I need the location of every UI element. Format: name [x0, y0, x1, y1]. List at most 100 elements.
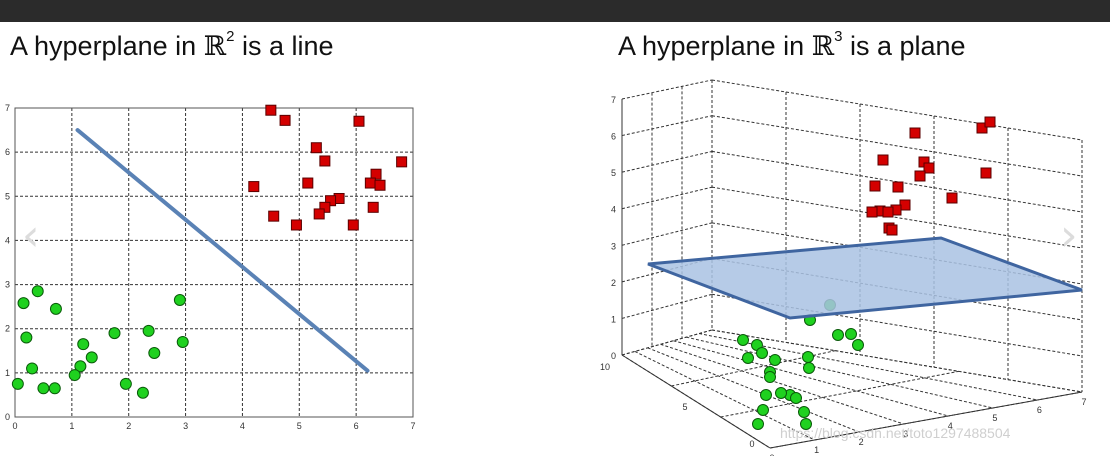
grid-line: [671, 350, 836, 387]
red-square-point: [248, 181, 260, 193]
x-tick-label: 3: [903, 429, 908, 439]
y-tick-label: 0: [5, 412, 10, 422]
grid-line: [711, 329, 1083, 393]
green-circle-point: [803, 362, 815, 374]
red-square-point: [869, 180, 881, 192]
x-tick-label: 1: [69, 421, 74, 431]
red-square-point: [984, 116, 996, 128]
grid-line: [621, 222, 713, 246]
green-circle-point: [26, 362, 39, 375]
next-slide-icon[interactable]: ›: [1060, 210, 1078, 261]
z-tick-label: 3: [611, 241, 616, 251]
green-circle-point: [756, 347, 768, 359]
y-tick-label: 7: [5, 103, 10, 113]
red-square-point: [347, 219, 359, 231]
green-circle-point: [119, 377, 132, 390]
green-circle-point: [136, 386, 149, 399]
red-square-point: [367, 201, 379, 213]
right-chart-title: A hyperplane in ℝ3 is a plane: [618, 28, 966, 62]
x-tick-label: 7: [1081, 397, 1086, 407]
y-tick-label: 0: [749, 439, 754, 449]
green-circle-point: [798, 406, 810, 418]
x-tick-label: 4: [948, 421, 953, 431]
x-tick-label: 2: [859, 437, 864, 447]
grid-line: [647, 347, 860, 433]
grid-line: [660, 343, 904, 425]
prev-slide-icon[interactable]: ‹: [22, 210, 40, 261]
grid-line: [621, 329, 713, 356]
red-square-point: [946, 192, 958, 204]
x-tick-label: 6: [354, 421, 359, 431]
separating-line: [75, 128, 370, 373]
x-tick-label: 2: [126, 421, 131, 431]
grid-line: [711, 186, 1083, 249]
grid-line: [711, 115, 1083, 177]
green-circle-point: [142, 324, 155, 337]
red-square-point: [310, 142, 322, 154]
z-tick-label: 4: [611, 205, 616, 215]
plot-frame: [14, 107, 414, 418]
green-circle-point: [85, 351, 98, 364]
x-axis: [769, 391, 1083, 449]
x-tick-label: 0: [769, 453, 774, 456]
x-tick-label: 7: [410, 421, 415, 431]
red-square-point: [325, 195, 337, 207]
red-square-point: [877, 154, 889, 166]
y-tick-label: 6: [5, 147, 10, 157]
z-tick-label: 0: [611, 351, 616, 361]
red-square-point: [265, 104, 277, 116]
green-circle-point: [760, 389, 772, 401]
z-tick-label: 5: [611, 168, 616, 178]
x-tick-label: 5: [992, 413, 997, 423]
green-circle-point: [11, 377, 24, 390]
green-circle-point: [48, 382, 61, 395]
grid-line: [621, 293, 713, 319]
green-circle-point: [845, 328, 857, 340]
y-tick-label: 1: [5, 368, 10, 378]
red-square-point: [976, 122, 988, 134]
green-circle-point: [764, 371, 776, 383]
grid-line: [621, 115, 713, 137]
green-circle-point: [832, 329, 844, 341]
red-square-point: [353, 115, 365, 127]
green-circle-point: [77, 338, 90, 351]
red-square-point: [279, 114, 291, 126]
y-tick-label: 3: [5, 280, 10, 290]
red-square-point: [914, 170, 926, 182]
x-tick-label: 0: [12, 421, 17, 431]
z-tick-label: 2: [611, 278, 616, 288]
y-tick-label: 4: [5, 235, 10, 245]
green-circle-point: [31, 285, 44, 298]
grid-line: [711, 79, 1083, 141]
red-square-point: [268, 210, 280, 222]
red-square-point: [909, 127, 921, 139]
grid-line: [621, 186, 713, 210]
x-tick-label: 4: [240, 421, 245, 431]
red-square-point: [290, 219, 302, 231]
y-axis: [621, 354, 771, 449]
red-square-point: [980, 167, 992, 179]
green-circle-point: [800, 418, 812, 430]
separating-plane: [647, 236, 1083, 320]
grid-line: [621, 79, 713, 100]
green-circle-point: [68, 369, 81, 382]
grid-line: [720, 370, 959, 418]
green-circle-point: [757, 404, 769, 416]
green-circle-point: [173, 294, 186, 307]
watermark-text: https://blog.csdn.net/toto1297488504: [780, 425, 1011, 441]
grid-line: [634, 350, 815, 441]
y-tick-label: 5: [682, 402, 687, 412]
green-circle-point: [737, 334, 749, 346]
x-tick-label: 6: [1037, 405, 1042, 415]
top-bar: [0, 0, 1110, 22]
green-circle-point: [852, 339, 864, 351]
green-circle-point: [802, 351, 814, 363]
x-tick-label: 3: [183, 421, 188, 431]
red-square-point: [319, 201, 331, 213]
grid-line: [621, 150, 713, 173]
grid-line: [686, 336, 993, 409]
red-square-point: [886, 224, 898, 236]
green-circle-point: [17, 297, 30, 310]
